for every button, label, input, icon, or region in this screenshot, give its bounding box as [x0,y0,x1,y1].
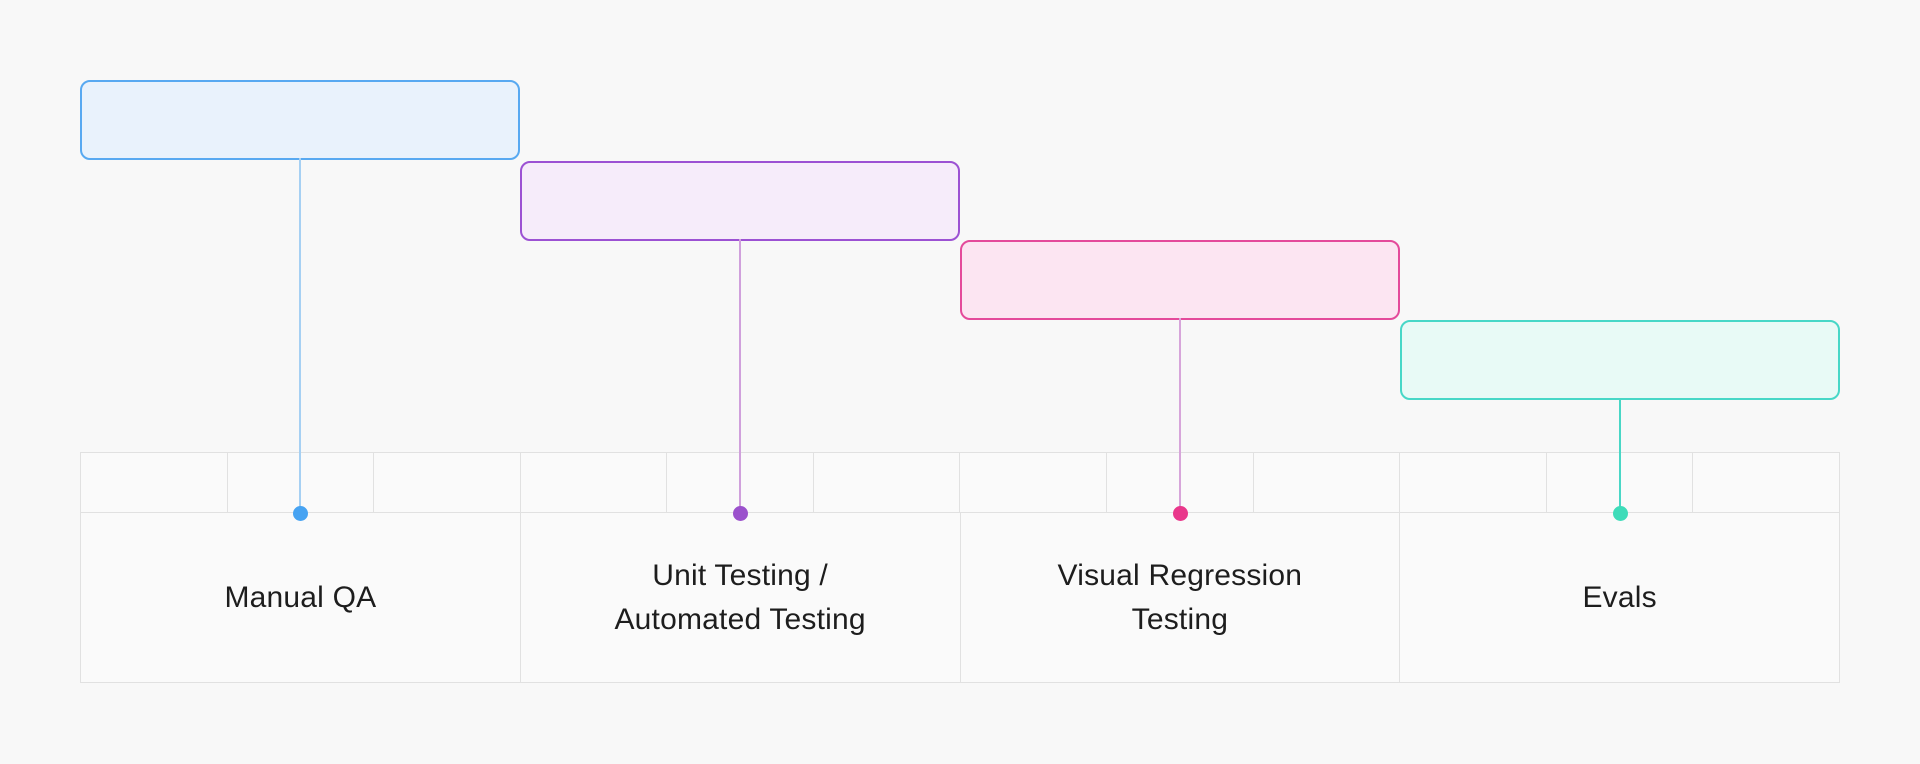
label-cell-evals: Evals [1582,580,1657,614]
stage-box-unit-testing [520,161,960,241]
ruler-cell [1547,453,1694,512]
timeline-dot-manual-qa [292,505,308,521]
ruler-cell [1693,453,1839,512]
ruler-cell [1400,453,1547,512]
ruler-cell [960,453,1108,512]
ruler-cell [81,453,228,512]
connector-unit-testing [738,239,742,513]
label-cell-visual-regression: Visual Regression Testing [961,513,1401,682]
ruler-cell [1107,453,1254,512]
stage-box-manual-qa [80,80,520,160]
connector-manual-qa [298,158,302,513]
timeline-table: Manual QA Unit Testing / Automated Testi… [80,452,1840,683]
timeline-dot-unit-testing [732,505,748,521]
timeline-dot-evals [1612,505,1628,521]
label-cell-unit-testing: Unit Testing / Automated Testing [521,513,961,682]
ruler-cell [814,453,961,512]
label-row: Manual QA Unit Testing / Automated Testi… [81,513,1839,682]
ruler-cell [374,453,521,512]
connector-visual-regression [1178,318,1182,513]
stage-box-visual-regression [960,240,1400,320]
ruler-cell [521,453,668,512]
timeline-dot-visual-regression [1172,505,1188,521]
ruler-cell [228,453,375,512]
label-cell-manual-qa: Manual QA [81,513,521,682]
ruler-cell [1254,453,1401,512]
ruler-cell [667,453,814,512]
stage-box-evals [1400,320,1840,400]
ruler-row [81,453,1839,513]
connector-evals [1618,398,1622,513]
